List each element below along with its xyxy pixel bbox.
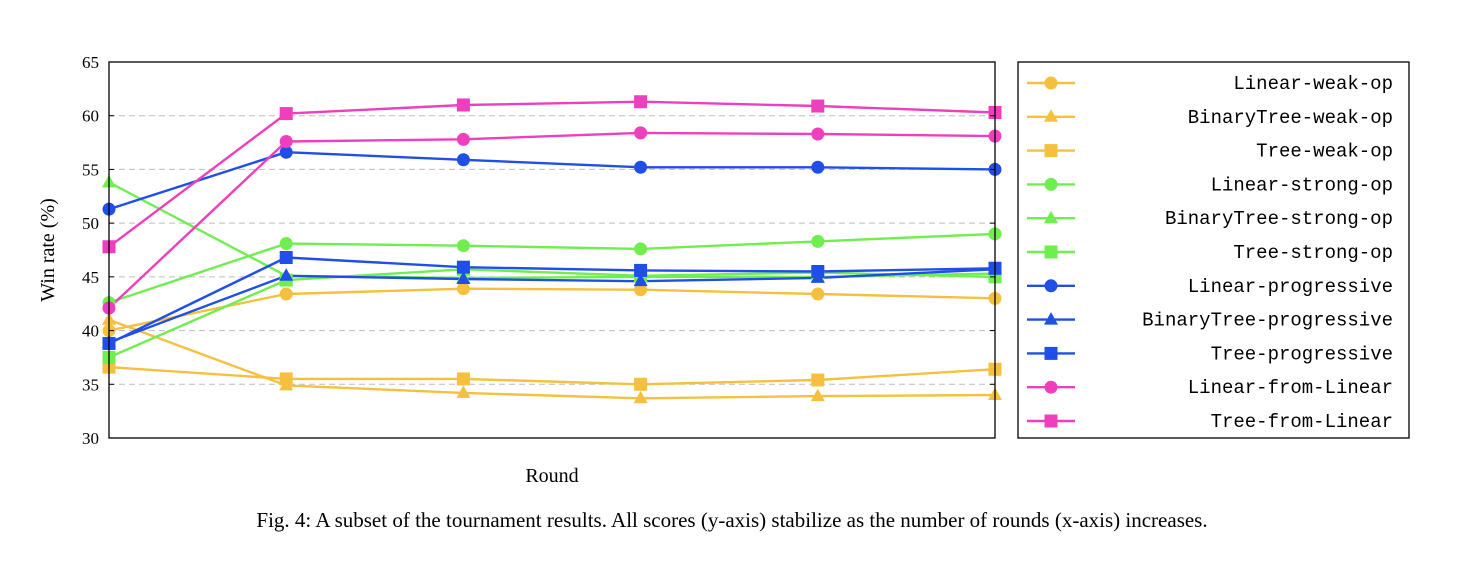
data-point	[279, 268, 294, 281]
data-point	[279, 251, 293, 265]
data-point	[456, 271, 471, 285]
series-line	[108, 232, 996, 304]
data-point	[456, 132, 470, 146]
data-point	[456, 372, 470, 386]
data-point	[279, 372, 293, 386]
data-point	[634, 377, 648, 391]
legend-marker	[1044, 144, 1058, 158]
data-point	[279, 287, 293, 301]
legend-marker	[1044, 76, 1058, 90]
y-tick-label: 40	[82, 322, 99, 341]
legend-label: Tree-strong-op	[1233, 242, 1393, 264]
data-point	[811, 234, 825, 248]
series-line	[108, 181, 996, 280]
legend-marker	[1044, 109, 1058, 122]
data-point	[279, 107, 293, 121]
y-tick-label: 55	[82, 160, 99, 179]
data-point	[279, 134, 293, 148]
legend-label: Linear-weak-op	[1233, 73, 1393, 95]
legend-marker	[1044, 279, 1058, 293]
legend-marker	[1044, 177, 1058, 191]
data-point	[634, 160, 648, 174]
series-line	[108, 318, 996, 400]
legend-label: BinaryTree-progressive	[1142, 310, 1393, 332]
legend-label: BinaryTree-weak-op	[1188, 107, 1393, 129]
legend-label: Tree-progressive	[1211, 343, 1393, 365]
data-point	[811, 264, 825, 278]
series-line	[108, 268, 996, 344]
series-line	[108, 256, 996, 345]
data-point	[811, 127, 825, 141]
legend-marker	[1044, 346, 1058, 360]
x-axis-label: Round	[525, 465, 578, 487]
legend-marker	[1044, 380, 1058, 394]
series-line	[108, 131, 996, 309]
legend: Linear-weak-op BinaryTree-weak-op Tree-wea…	[1027, 73, 1393, 433]
series-line	[108, 268, 996, 359]
legend-marker	[1044, 210, 1058, 224]
y-tick-label: 50	[82, 214, 99, 233]
series-line	[108, 365, 996, 386]
legend-label: Linear-strong-op	[1211, 174, 1393, 196]
data-point	[811, 287, 825, 301]
data-point	[279, 237, 293, 251]
y-tick-label: 65	[82, 53, 99, 72]
series-line	[108, 100, 996, 248]
series-layer	[102, 95, 1002, 404]
data-point	[456, 385, 471, 398]
data-point	[456, 98, 470, 112]
plot-frame	[108, 61, 996, 439]
y-tick-label: 45	[82, 268, 99, 287]
data-point	[456, 153, 470, 167]
data-point	[456, 239, 470, 253]
data-point	[634, 283, 648, 297]
tournament-chart: 30 35 40 45 50 55 60 65 Win rate (%) Round Line…	[37, 53, 1410, 487]
y-axis-ticks: 30 35 40 45 50 55 60 65	[82, 53, 995, 448]
data-point	[810, 388, 825, 402]
data-point	[634, 95, 648, 109]
legend-box	[1017, 61, 1410, 439]
data-point	[456, 260, 470, 274]
legend-marker	[1044, 245, 1058, 259]
legend-marker	[1044, 414, 1058, 428]
data-point	[811, 373, 825, 387]
legend-label: Tree-weak-op	[1256, 141, 1393, 163]
legend-marker	[1044, 312, 1058, 325]
data-point	[634, 126, 648, 140]
legend-label: Linear-progressive	[1188, 276, 1393, 298]
data-point	[634, 263, 648, 277]
data-point	[634, 242, 648, 256]
legend-label: Linear-from-Linear	[1188, 377, 1393, 399]
data-point	[456, 282, 470, 296]
data-point	[279, 145, 293, 159]
series-line	[108, 150, 996, 211]
data-point	[811, 160, 825, 174]
figure-caption: Fig. 4: A subset of the tournament resul…	[256, 508, 1208, 532]
series-line	[108, 287, 996, 332]
y-axis-label: Win rate (%)	[37, 198, 59, 302]
data-point	[811, 99, 825, 113]
y-tick-label: 30	[82, 429, 99, 448]
legend-label: BinaryTree-strong-op	[1165, 208, 1393, 230]
legend-label: Tree-from-Linear	[1211, 411, 1393, 433]
grid-lines	[109, 115, 995, 385]
data-point	[633, 273, 648, 287]
y-tick-label: 35	[82, 375, 99, 394]
y-tick-label: 60	[82, 107, 99, 126]
data-point	[633, 390, 648, 404]
